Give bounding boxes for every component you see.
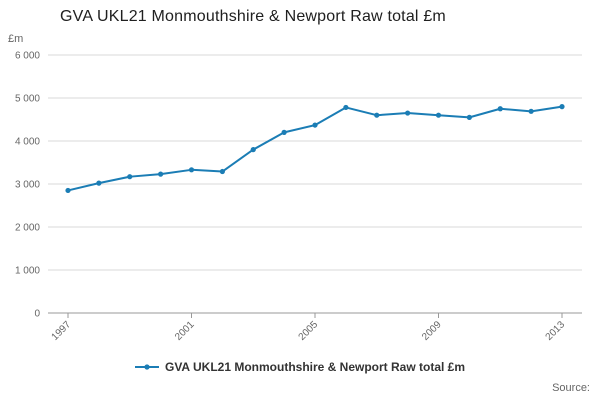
- data-point: [559, 104, 565, 110]
- data-point: [158, 171, 164, 177]
- y-tick-label: 5 000: [15, 94, 40, 105]
- data-point: [96, 180, 102, 186]
- data-point: [312, 122, 318, 128]
- x-tick-label: 2001: [173, 319, 197, 343]
- chart-title: GVA UKL21 Monmouthshire & Newport Raw to…: [60, 8, 446, 25]
- series-line: [67, 105, 563, 192]
- y-tick-label: 0: [34, 309, 40, 320]
- y-axis-unit-label: £m: [8, 33, 24, 45]
- data-point: [250, 147, 256, 153]
- legend-line-marker-icon: [134, 364, 159, 370]
- x-tick-label: 2009: [420, 319, 444, 343]
- source-label: Source:: [552, 382, 590, 394]
- y-tick-label: 4 000: [15, 137, 40, 148]
- data-point: [497, 106, 503, 112]
- data-point: [405, 110, 411, 116]
- data-point: [528, 108, 534, 114]
- legend-item[interactable]: GVA UKL21 Monmouthshire & Newport Raw to…: [0, 360, 600, 374]
- x-tick-label: 2005: [297, 319, 321, 343]
- data-point: [466, 114, 472, 120]
- y-tick-label: 3 000: [15, 180, 40, 191]
- data-point: [219, 168, 225, 175]
- data-point: [343, 104, 349, 111]
- data-point: [281, 129, 287, 135]
- x-tick-label: 2013: [544, 319, 568, 343]
- data-point: [127, 174, 133, 180]
- y-tick-label: 6 000: [15, 51, 40, 62]
- data-point: [65, 187, 71, 194]
- y-tick-label: 1 000: [15, 266, 40, 277]
- data-point: [188, 167, 195, 173]
- data-point: [435, 112, 442, 118]
- x-tick-label: 1997: [50, 319, 74, 343]
- data-point: [374, 112, 380, 118]
- legend-label: GVA UKL21 Monmouthshire & Newport Raw to…: [164, 360, 466, 374]
- y-tick-label: 2 000: [15, 223, 40, 234]
